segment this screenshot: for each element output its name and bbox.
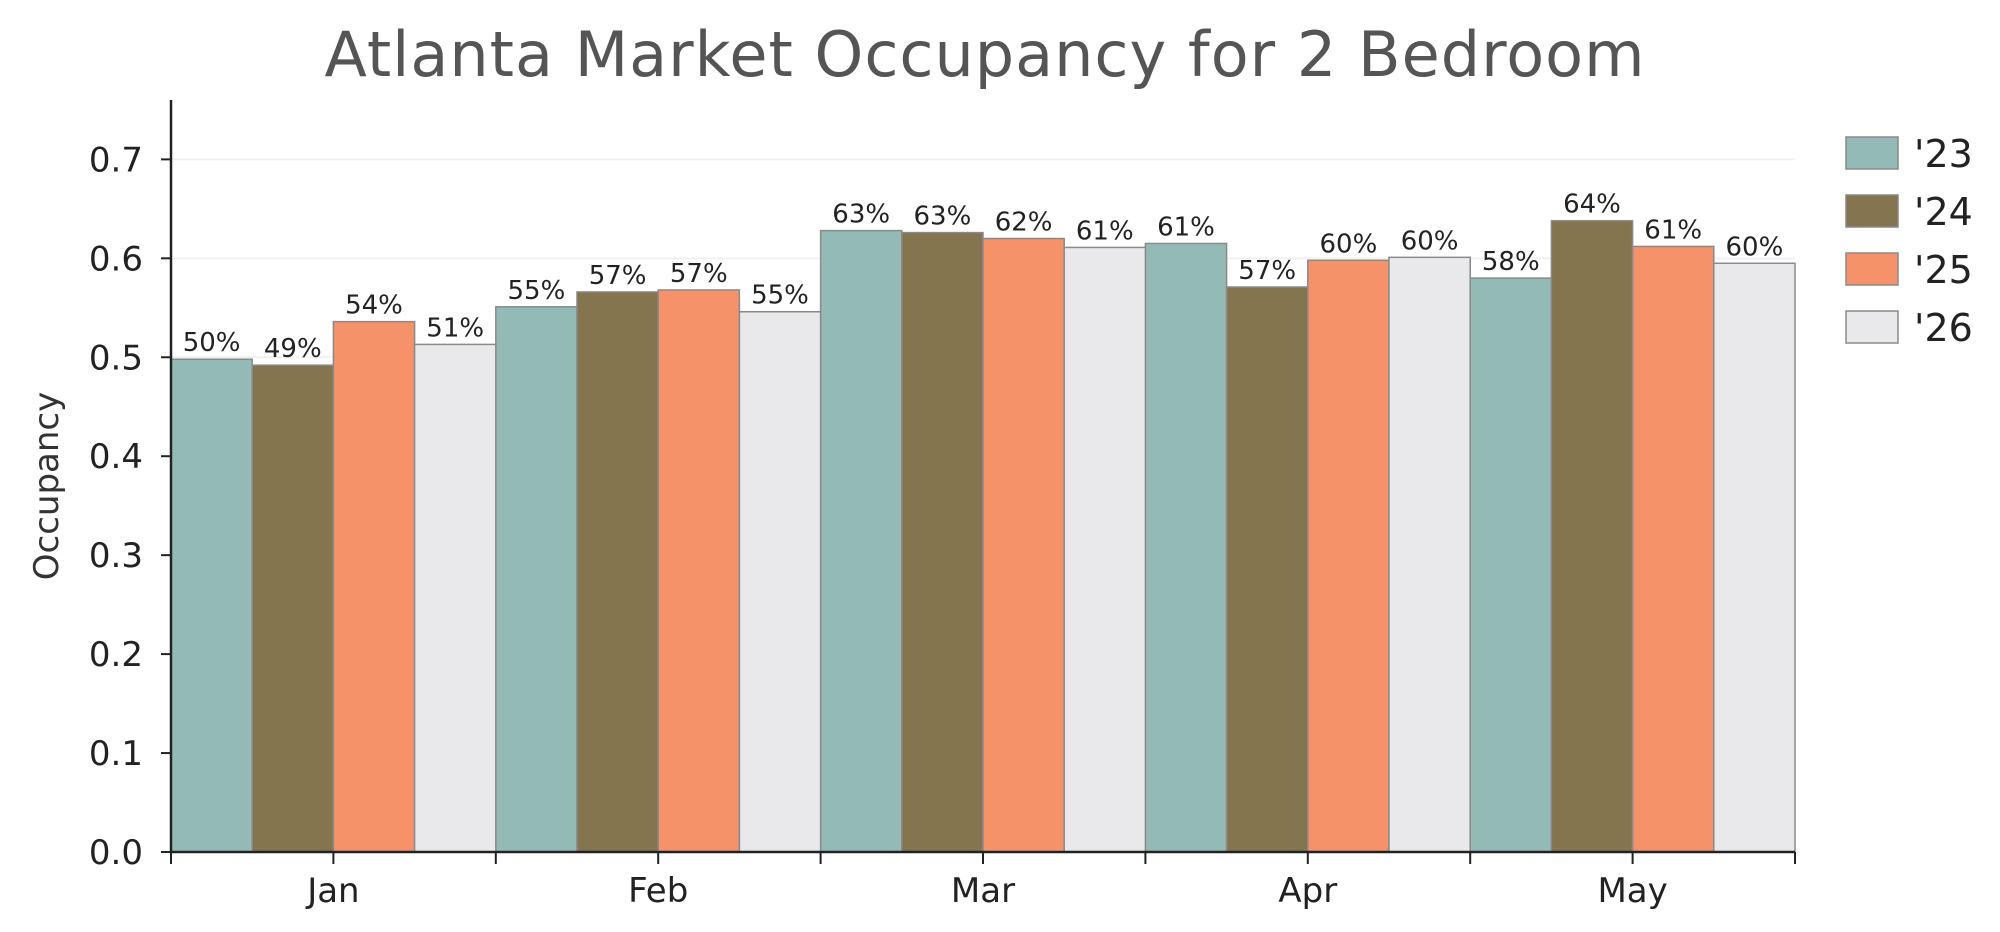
bar [170,358,253,853]
bar-value-label: 58% [1482,247,1540,277]
bar-value-label: 63% [914,202,972,232]
y-tick-label: 0.5 [89,338,143,378]
bar [413,343,497,853]
bar [982,237,1065,853]
bar [657,289,741,853]
legend-label: '25 [1914,248,1973,292]
bar-value-label: 61% [1644,215,1702,245]
bar-value-label: 55% [508,276,566,306]
bar-value-label: 63% [832,200,890,230]
bar-value-label: 57% [589,261,647,291]
x-tick-label: Apr [1278,871,1337,911]
y-tick-label: 0.2 [89,635,143,675]
bar-value-label: 60% [1401,226,1459,256]
bar [1063,246,1147,853]
x-tick-label: Feb [628,871,688,911]
bar [1550,219,1634,853]
bar [1631,245,1715,853]
bar-value-label: 62% [995,208,1053,238]
bar-value-label: 61% [1076,216,1134,246]
y-tick-label: 0.3 [89,536,143,576]
legend-swatch [1845,252,1899,286]
bar [1388,256,1471,853]
bar-value-label: 55% [751,281,809,311]
legend-label: '24 [1914,190,1973,234]
legend-label: '23 [1914,132,1973,176]
y-tick-label: 0.1 [89,734,143,774]
bar-value-label: 64% [1563,190,1621,220]
bar-value-label: 51% [426,313,484,343]
bar [1469,277,1553,853]
x-tick-label: Jan [305,871,359,911]
bar [576,291,659,853]
legend-swatch [1845,194,1899,228]
bar [1307,259,1390,853]
bar [901,231,984,853]
bar-value-label: 61% [1157,212,1215,242]
y-tick-label: 0.6 [89,239,143,279]
y-tick-label: 0.4 [89,437,143,477]
bar [495,306,578,853]
x-tick-label: May [1597,871,1667,911]
bar-value-label: 60% [1320,229,1378,259]
bar [1713,262,1796,853]
chart-title: Atlanta Market Occupancy for 2 Bedroom [324,18,1646,91]
bar-value-label: 54% [345,291,403,321]
bar [819,229,903,853]
legend-label: '26 [1914,306,1973,350]
bar [738,310,822,853]
bar [332,320,416,853]
bar [1225,286,1309,853]
bar-value-label: 57% [1238,256,1296,286]
y-tick-label: 0.7 [89,140,143,180]
legend-swatch [1845,136,1899,170]
bar-value-label: 60% [1726,232,1784,262]
x-tick-label: Mar [951,871,1015,911]
bar [1144,242,1228,853]
bar-value-label: 57% [670,259,728,289]
bar-value-label: 49% [264,334,322,364]
bar-value-label: 50% [183,328,241,358]
y-axis-title: Occupancy [27,392,67,580]
bar [251,364,335,853]
y-tick-label: 0.0 [89,833,143,873]
legend-swatch [1845,310,1899,344]
